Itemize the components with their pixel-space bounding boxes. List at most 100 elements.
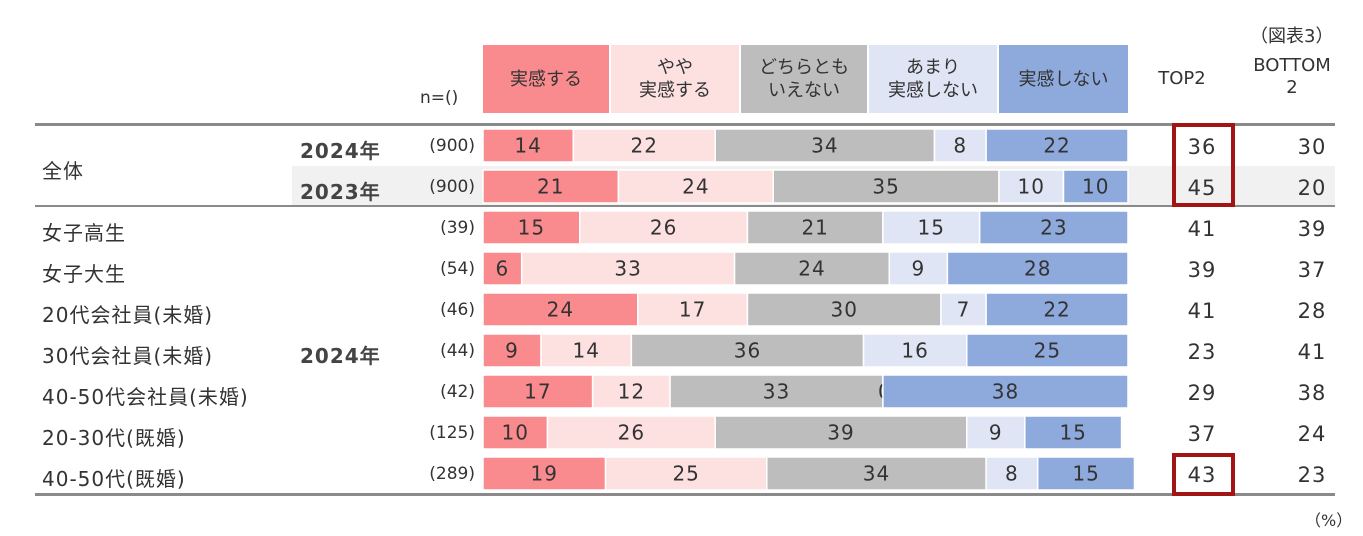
bar-value-label: 22 bbox=[1043, 298, 1070, 322]
row-n: (125) bbox=[429, 423, 475, 443]
bar-value-label: 7 bbox=[957, 298, 971, 322]
bar-value-label: 10 bbox=[1082, 175, 1109, 199]
legend-item-strongly-agree: 実感する bbox=[483, 45, 611, 113]
top2-header: TOP2 bbox=[1158, 68, 1206, 89]
row-bottom2: 24 bbox=[1297, 422, 1327, 446]
table-top-rule bbox=[35, 123, 1335, 126]
row-n: (46) bbox=[440, 300, 475, 320]
group-divider bbox=[35, 205, 1335, 207]
bar-segment-somewhat-disagree bbox=[882, 210, 981, 245]
bar-value-label: 22 bbox=[631, 134, 658, 158]
bar-segment-neutral bbox=[733, 251, 891, 286]
bar-value-label: 16 bbox=[901, 339, 928, 363]
bar-segment-somewhat-agree bbox=[637, 292, 749, 327]
row-top2: 45 bbox=[1187, 176, 1217, 200]
bar-segment-somewhat-agree bbox=[520, 251, 736, 286]
figure-label: （図表3） bbox=[1250, 26, 1334, 47]
bar-value-label: 39 bbox=[827, 421, 854, 445]
bar-value-label: 36 bbox=[734, 339, 761, 363]
bar-value-label: 28 bbox=[1024, 257, 1051, 281]
group-label-overall: 全体 bbox=[42, 159, 84, 183]
row-bottom2: 37 bbox=[1297, 258, 1327, 282]
bar-value-label: 17 bbox=[679, 298, 706, 322]
bar-value-label: 15 bbox=[918, 216, 945, 240]
row-n: (42) bbox=[440, 382, 475, 402]
bar-segment-strongly-disagree bbox=[985, 292, 1129, 327]
bar-value-label: 10 bbox=[502, 421, 529, 445]
bar-segment-somewhat-disagree bbox=[862, 333, 968, 368]
bar-value-label: 26 bbox=[618, 421, 645, 445]
row-category: 女子高生 bbox=[42, 221, 126, 245]
row-bottom2: 39 bbox=[1297, 217, 1327, 241]
bar-value-label: 15 bbox=[1059, 421, 1086, 445]
bar-value-label: 15 bbox=[518, 216, 545, 240]
group-label-2024: 2024年 bbox=[300, 344, 381, 368]
bar-segment-strongly-agree bbox=[482, 415, 549, 450]
row-top2: 41 bbox=[1187, 217, 1217, 241]
bar-segment-somewhat-agree bbox=[540, 333, 633, 368]
sample-size-header: n=() bbox=[420, 88, 459, 108]
bar-segment-strongly-disagree bbox=[1036, 456, 1136, 491]
bar-value-label: 15 bbox=[1072, 462, 1099, 486]
row-year: 2023年 bbox=[300, 180, 381, 204]
bar-segment-somewhat-agree bbox=[546, 415, 716, 450]
bar-value-label: 24 bbox=[547, 298, 574, 322]
bar-segment-strongly-disagree bbox=[1024, 415, 1123, 450]
bar-value-label: 10 bbox=[1018, 175, 1045, 199]
bar-value-label: 34 bbox=[811, 134, 838, 158]
bar-value-label: 8 bbox=[953, 134, 967, 158]
bar-segment-neutral bbox=[746, 292, 942, 327]
bar-value-label: 19 bbox=[531, 462, 558, 486]
bar-value-label: 34 bbox=[863, 462, 890, 486]
bar-segment-strongly-disagree bbox=[985, 128, 1129, 163]
row-n: (289) bbox=[429, 464, 475, 484]
bar-value-label: 17 bbox=[524, 380, 551, 404]
row-top2: 43 bbox=[1187, 463, 1217, 487]
bar-value-label: 30 bbox=[830, 298, 857, 322]
row-category: 30代会社員(未婚) bbox=[42, 344, 214, 368]
row-category: 20代会社員(未婚) bbox=[42, 303, 214, 327]
bar-segment-strongly-agree bbox=[482, 251, 523, 286]
bar-value-label: 9 bbox=[912, 257, 926, 281]
row-top2: 29 bbox=[1187, 381, 1217, 405]
bar-segment-neutral bbox=[669, 374, 884, 409]
row-bottom2: 41 bbox=[1297, 340, 1327, 364]
bar-value-label: 8 bbox=[1005, 462, 1019, 486]
row-n: (44) bbox=[440, 341, 475, 361]
legend-item-somewhat-disagree: あまり 実感しない bbox=[869, 45, 999, 113]
legend-item-neutral: どちらとも いえない bbox=[741, 45, 869, 113]
row-category: 40-50代(既婚) bbox=[42, 467, 186, 491]
row-bottom2: 30 bbox=[1297, 135, 1327, 159]
bar-value-label: 6 bbox=[495, 257, 509, 281]
bar-value-label: 33 bbox=[614, 257, 641, 281]
bar-segment-strongly-disagree bbox=[946, 251, 1129, 286]
bar-value-label: 38 bbox=[992, 380, 1019, 404]
bar-value-label: 9 bbox=[505, 339, 519, 363]
bar-segment-somewhat-agree bbox=[617, 169, 775, 204]
legend-item-strongly-disagree: 実感しない bbox=[999, 45, 1128, 113]
bar-value-label: 24 bbox=[798, 257, 825, 281]
legend-item-somewhat-agree: やや 実感する bbox=[611, 45, 741, 113]
bar-segment-neutral bbox=[630, 333, 865, 368]
bar-value-label: 12 bbox=[618, 380, 645, 404]
bar-segment-strongly-agree bbox=[482, 292, 639, 327]
bar-value-label: 21 bbox=[537, 175, 564, 199]
bar-value-label: 23 bbox=[1040, 216, 1067, 240]
bar-segment-strongly-agree bbox=[482, 169, 620, 204]
bar-value-label: 14 bbox=[514, 134, 541, 158]
row-n: (900) bbox=[429, 177, 475, 197]
bar-segment-strongly-disagree bbox=[1062, 169, 1129, 204]
bar-value-label: 22 bbox=[1043, 134, 1070, 158]
bar-segment-strongly-agree bbox=[482, 210, 581, 245]
bar-segment-strongly-disagree bbox=[882, 374, 1129, 409]
table-bottom-rule bbox=[35, 493, 1335, 496]
bar-value-label: 35 bbox=[872, 175, 899, 199]
bar-segment-somewhat-disagree bbox=[985, 456, 1039, 491]
bar-segment-strongly-disagree bbox=[966, 333, 1129, 368]
bar-value-label: 25 bbox=[672, 462, 699, 486]
bar-segment-somewhat-disagree bbox=[966, 415, 1026, 450]
row-bottom2: 28 bbox=[1297, 299, 1327, 323]
row-category: 女子大生 bbox=[42, 262, 126, 286]
bar-segment-strongly-disagree bbox=[978, 210, 1129, 245]
